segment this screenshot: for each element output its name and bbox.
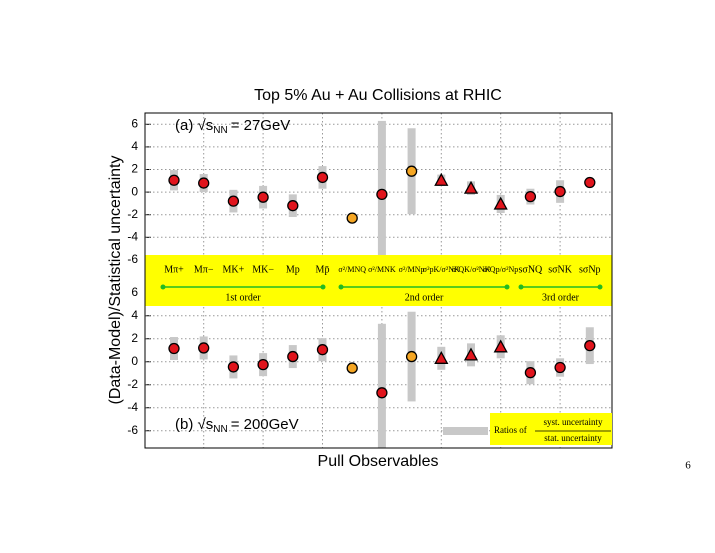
triangle-marker <box>493 339 508 353</box>
y-tick-label: -4 <box>127 400 138 414</box>
x-tick-label: σ²QK/σ²NK <box>452 265 491 274</box>
x-tick-label: sσNK <box>548 264 573 275</box>
y-tick-label: -6 <box>127 423 138 437</box>
triangle-marker <box>493 196 508 210</box>
group-end <box>518 284 524 290</box>
triangle-marker <box>463 347 479 361</box>
y-tick-label: -6 <box>127 252 138 266</box>
group-end <box>597 284 603 290</box>
y-tick-label: 0 <box>131 354 138 368</box>
x-tick-label: Mp̄ <box>316 264 330 275</box>
syst-ratio-bar <box>377 323 386 448</box>
legend-numerator: syst. uncertainty <box>544 417 603 427</box>
x-tick-label: σ²/MNQ <box>338 265 366 274</box>
mark-layer <box>168 165 596 399</box>
y-tick-label: 6 <box>131 116 138 130</box>
group-label: 1st order <box>225 292 261 303</box>
plot-frame <box>144 112 613 449</box>
chart-title: Top 5% Au + Au Collisions at RHIC <box>254 87 502 104</box>
group-end <box>160 284 166 290</box>
circle-marker <box>346 362 358 374</box>
circle-marker <box>405 165 418 177</box>
panel-label-part: = 200GeV <box>231 416 299 433</box>
x-tick-label: MK+ <box>223 264 245 275</box>
category-band <box>145 255 612 306</box>
page-number: 6 <box>685 460 691 472</box>
x-tick-label: sσNp <box>579 264 601 275</box>
circle-marker <box>346 212 358 224</box>
circle-marker <box>287 200 299 212</box>
x-tick-label: Mπ− <box>194 264 214 275</box>
x-tick-label: σ²/MNK <box>368 265 396 274</box>
x-tick-label: σ²/MNp <box>399 265 425 274</box>
x-tick-label: MK− <box>252 264 274 275</box>
circle-marker <box>584 176 596 189</box>
circle-marker <box>168 342 180 355</box>
circle-marker <box>227 195 240 207</box>
circle-marker <box>198 342 210 354</box>
group-end <box>338 284 344 290</box>
panel-label-part: (b) √s <box>175 416 213 433</box>
triangle-marker <box>434 350 449 364</box>
y-tick-label: 0 <box>131 184 138 198</box>
y-tick-label: 2 <box>131 331 138 345</box>
panel-label-part: NN <box>213 125 227 136</box>
group-end <box>320 284 326 290</box>
x-tick-label: Mp <box>286 264 300 275</box>
circle-marker <box>227 361 240 373</box>
circle-marker <box>584 339 596 352</box>
y-tick-label: 4 <box>131 308 138 322</box>
group-label: 3rd order <box>542 292 580 303</box>
group-label: 2nd order <box>405 292 444 303</box>
panel-label-part: NN <box>213 424 227 435</box>
circle-marker <box>524 190 537 203</box>
circle-marker <box>554 361 566 374</box>
y-tick-label: -2 <box>127 377 138 391</box>
circle-marker <box>287 350 299 363</box>
y-tick-label: -2 <box>127 207 138 221</box>
panel-label: (b) √sNN = 200GeV <box>175 416 299 435</box>
y-tick-label: 6 <box>131 285 138 299</box>
triangle-marker <box>463 180 479 194</box>
legend-prefix: Ratios of <box>494 425 527 435</box>
legend-box <box>490 413 612 445</box>
y-tick-label: 4 <box>131 139 138 153</box>
circle-marker <box>405 350 418 363</box>
panel-label-part: = 27GeV <box>231 117 291 134</box>
legend-denominator: stat. uncertainty <box>544 433 602 443</box>
circle-marker <box>316 171 329 184</box>
x-tick-label: Mπ+ <box>164 264 184 275</box>
x-tick-label: sσNQ <box>519 264 544 275</box>
x-axis-label: Pull Observables <box>318 453 439 470</box>
panel-label-part: (a) √s <box>175 117 213 134</box>
circle-marker <box>554 185 566 198</box>
circle-marker <box>316 344 329 356</box>
circle-marker <box>376 387 388 399</box>
group-end <box>504 284 510 290</box>
circle-marker <box>524 367 537 379</box>
panel-label: (a) √sNN = 27GeV <box>175 117 290 136</box>
y-axis-label: (Data-Model)/Statistical uncertainty <box>107 156 124 405</box>
y-tick-label: -4 <box>127 229 138 243</box>
y-tick-label: 2 <box>131 162 138 176</box>
triangle-marker <box>434 172 449 186</box>
circle-marker <box>257 358 269 371</box>
circle-marker <box>168 174 180 186</box>
x-tick-label: σ²pK/σ²NK <box>423 265 460 274</box>
circle-marker <box>257 191 269 203</box>
circle-marker <box>198 177 210 189</box>
x-tick-label: σ²Qp/σ²Np <box>483 265 518 274</box>
circle-marker <box>376 188 388 201</box>
